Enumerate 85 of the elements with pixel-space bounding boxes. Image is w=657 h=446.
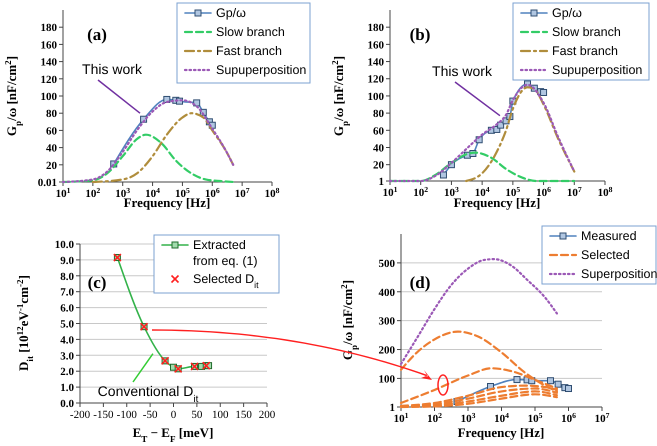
x-tick-label: 10$^{6}$ (561, 410, 576, 425)
x-tick-label: -100 (116, 409, 138, 421)
y-tick-label: 8.0 (60, 270, 74, 283)
legend-label: Slow branch (216, 25, 285, 39)
legend-label: Superposition (581, 267, 657, 281)
x-tick-label: 10$^{8}$ (598, 184, 613, 199)
y-tick-label: 9.0 (60, 254, 74, 267)
legend-label: Supuperposition (552, 63, 642, 77)
y-tick-label: 180 (40, 22, 58, 34)
x-axis-title: Frequency [Hz] (458, 425, 544, 440)
x-tick-label: 200 (258, 409, 276, 421)
x-tick-label: 10$^{3}$ (115, 186, 130, 200)
x-tick-label: 150 (235, 409, 252, 421)
y-tick-label: 300 (378, 316, 396, 328)
legend-label: Gp/ω (216, 6, 246, 20)
y-tick-label: 3.0 (60, 350, 74, 362)
y-tick-label: 1.0 (60, 382, 74, 394)
annotation: This work (432, 63, 493, 79)
y-tick-label: 140 (40, 56, 58, 69)
legend-label: Fast branch (216, 44, 282, 58)
x-tick-label: 10$^{2}$ (413, 184, 428, 199)
y-tick-label: 4.0 (60, 334, 74, 346)
annotation: This work (82, 61, 143, 77)
legend-label: Fast branch (552, 44, 618, 58)
y-tick-label: 500 (378, 258, 396, 270)
y-tick-label: 120 (368, 74, 384, 86)
x-tick-label: 10$^{2}$ (427, 410, 442, 425)
x-tick-label: 10$^{1}$ (382, 184, 398, 199)
annotation: (b) (410, 25, 430, 44)
y-tick-label: 5.0 (60, 318, 74, 330)
x-tick-label: -50 (142, 409, 158, 421)
y-tick-label: 160 (368, 39, 384, 52)
legend-label: Gp/ω (552, 6, 582, 20)
annotation: (a) (87, 25, 107, 44)
x-tick-label: -150 (93, 409, 114, 421)
x-tick-label: 10$^{1}$ (56, 186, 71, 200)
y-tick-label: 100 (378, 373, 396, 386)
y-tick-label: 1 (390, 402, 395, 414)
y-tick-label: 100 (368, 90, 384, 103)
x-tick-label: 10$^{7}$ (566, 184, 582, 199)
y-tick-label: 80 (46, 108, 58, 120)
y-tick-label: 7.0 (60, 286, 74, 299)
x-tick-label: -200 (70, 409, 91, 421)
x-tick-label: 10$^{8}$ (264, 186, 280, 200)
y-tick-label: 10.0 (54, 239, 74, 251)
legend-label: Slow branch (552, 25, 621, 39)
y-tick-label: 60 (46, 125, 58, 138)
x-tick-label: 10$^{7}$ (594, 410, 610, 425)
y-tick-label: 20 (46, 160, 58, 172)
legend-label: Supuperposition (216, 63, 306, 77)
legend-label: Selected (581, 248, 630, 262)
x-tick-label: 50 (191, 409, 203, 421)
x-tick-label: 10$^{3}$ (460, 410, 476, 425)
y-tick-label: 40 (373, 142, 384, 154)
y-tick-label: 0.01 (38, 177, 57, 189)
y-tick-label: 120 (40, 74, 58, 86)
y-tick-label: 160 (40, 39, 58, 52)
x-tick-label: 10$^{5}$ (528, 410, 543, 425)
y-tick-label: 60 (373, 125, 384, 138)
x-tick-label: 10$^{7}$ (234, 186, 250, 200)
x-axis-title: E$_{T}$ − E$_{F}$ [meV] (132, 425, 214, 444)
x-tick-label: 10$^{4}$ (145, 186, 160, 200)
annotation: Conventional D$_{it}$ (98, 383, 199, 404)
legend-label: Measured (581, 229, 637, 243)
y-tick-label: 1 (378, 176, 384, 188)
y-tick-label: 20 (373, 160, 384, 172)
x-tick-label: 10$^{4}$ (494, 410, 510, 425)
x-tick-label: 10$^{2}$ (85, 186, 100, 200)
y-tick-label: 80 (373, 108, 384, 120)
y-tick-label: 0.0 (60, 398, 74, 410)
y-tick-label: 180 (368, 22, 384, 34)
y-tick-label: 400 (378, 286, 396, 299)
y-tick-label: 200 (378, 344, 396, 357)
x-tick-label: 0 (170, 409, 177, 421)
x-tick-label: 10$^{1}$ (394, 410, 409, 425)
legend-label: Extracted from eq. (1) (193, 238, 258, 268)
x-tick-label: 100 (212, 409, 229, 421)
annotation: (c) (88, 273, 106, 292)
y-tick-label: 40 (46, 142, 58, 155)
y-tick-label: 140 (368, 56, 384, 69)
y-tick-label: 6.0 (60, 302, 74, 315)
annotation: (d) (410, 273, 430, 292)
y-tick-label: 100 (40, 91, 58, 104)
y-tick-label: 2.0 (60, 366, 74, 378)
legend-label: Selected D$_{it}$ (193, 272, 260, 290)
